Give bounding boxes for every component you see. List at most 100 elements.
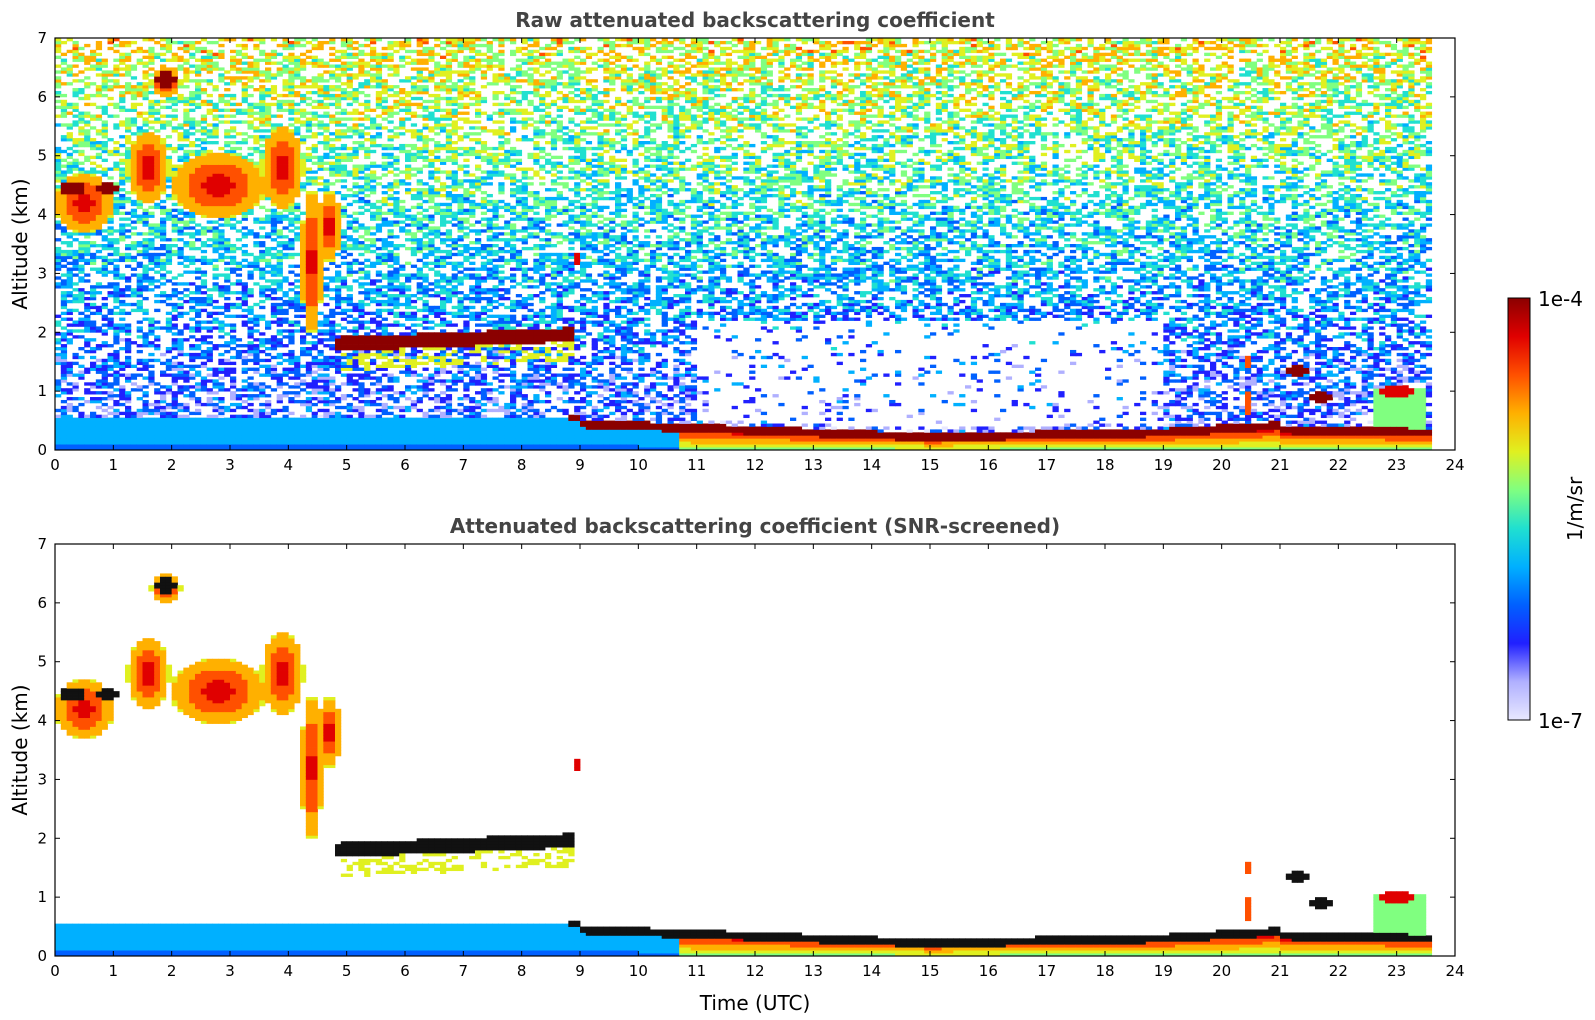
heatmap-cell [323,214,330,218]
heatmap-cell [311,414,318,419]
heatmap-cell [241,120,248,124]
heatmap-cell [165,40,173,45]
heatmap-cell [78,311,85,316]
heatmap-cell [346,79,353,83]
heatmap-cell [55,285,62,289]
heatmap-cell [171,379,178,383]
heatmap-cell [288,146,295,151]
heatmap-cell [195,82,202,86]
heatmap-cell [335,305,342,310]
heatmap-cell [136,438,143,442]
heatmap-cell [60,196,68,201]
heatmap-cell [171,394,178,398]
heatmap-cell [142,185,149,189]
heatmap-cell [282,138,289,142]
heatmap-cell [125,70,132,74]
heatmap-cell [212,246,219,251]
heatmap-cell [95,282,103,286]
heatmap-cell [160,438,167,442]
heatmap-cell [230,305,237,310]
heatmap-cell [253,370,260,374]
heatmap-cell [305,96,313,101]
heatmap-cell [253,261,260,265]
heatmap-cell [218,397,225,401]
panel-raw: Raw attenuated backscattering coefficien… [8,8,1465,474]
heatmap-cell [160,299,167,304]
heatmap-cell [218,382,225,386]
heatmap-cell [90,391,97,395]
heatmap-cell [276,67,283,71]
heatmap-cell [72,105,79,110]
heatmap-cell [84,252,91,257]
heatmap-cell [200,320,208,324]
heatmap-cell [317,205,324,210]
heatmap-cell [206,79,213,83]
heatmap-cell [200,244,208,248]
heatmap-cell [66,205,73,210]
heatmap-cell [119,108,126,112]
heatmap-cell [60,344,68,348]
heatmap-cell [125,435,132,439]
heatmap-cell [282,426,289,430]
heatmap-cell [72,158,79,162]
heatmap-cell [95,90,103,95]
heatmap-cell [300,373,307,377]
heatmap-cell [142,264,149,268]
heatmap-cell [259,373,266,377]
heatmap-cell [375,311,383,316]
heatmap-cell [136,141,143,145]
heatmap-cell [247,193,254,198]
heatmap-cell [195,429,202,433]
heatmap-cell [329,217,336,221]
heatmap-cell [206,40,213,45]
heatmap-cell [206,49,213,54]
heatmap-cell [230,270,237,274]
heatmap-cell [329,414,336,419]
heatmap-cell [55,423,62,427]
heatmap-cell [329,205,336,210]
heatmap-cell [189,358,196,363]
heatmap-cell [270,341,278,345]
heatmap-cell [154,344,161,348]
heatmap-cell [119,205,126,210]
heatmap-cell [183,385,190,389]
heatmap-cell [335,99,342,104]
heatmap-cell [358,246,365,251]
heatmap-cell [212,102,219,107]
heatmap-cell [253,232,260,236]
heatmap-cell [154,358,161,363]
heatmap-cell [189,158,196,162]
heatmap-cell [323,344,330,348]
heatmap-cell [253,423,260,427]
heatmap-cell [212,191,219,195]
heatmap-cell [335,235,342,239]
heatmap-cell [329,358,336,363]
heatmap-cell [300,252,307,257]
heatmap-cell [282,185,289,189]
heatmap-cell [241,367,248,371]
heatmap-cell [358,270,365,274]
heatmap-cell [154,285,161,289]
heatmap-cell [335,58,342,62]
heatmap-cell [183,338,190,342]
heatmap-cell [276,114,283,118]
heatmap-cell [189,423,196,427]
heatmap-cell [235,49,243,54]
heatmap-cell [364,341,371,345]
heatmap-cell [113,229,120,233]
heatmap-cell [95,191,103,195]
heatmap-cell [183,441,190,445]
heatmap-cell [206,414,213,419]
heatmap-cell [375,438,383,442]
heatmap-cell [288,76,295,80]
heatmap-cell [195,161,202,165]
heatmap-cell [270,217,278,221]
heatmap-cell [288,385,295,389]
heatmap-cell [265,264,272,268]
heatmap-cell [206,199,213,204]
heatmap-cell [95,176,103,180]
heatmap-cell [329,238,336,242]
heatmap-cell [107,79,114,83]
heatmap-cell [300,432,307,436]
heatmap-cell [136,46,143,51]
